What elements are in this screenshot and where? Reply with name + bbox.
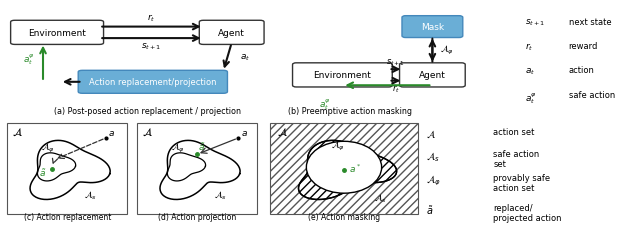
Text: $a_t$: $a_t$ [240, 53, 250, 63]
Text: $\tilde{a}$: $\tilde{a}$ [426, 203, 433, 216]
Text: $a$: $a$ [108, 128, 115, 137]
Text: $a$: $a$ [241, 128, 248, 137]
Text: provably safe
action set: provably safe action set [493, 173, 550, 192]
Polygon shape [298, 141, 397, 200]
Bar [137, 123, 257, 214]
Text: $\tilde{a}$: $\tilde{a}$ [198, 141, 205, 153]
Text: $\mathcal{A}_{\varphi}$: $\mathcal{A}_{\varphi}$ [426, 173, 440, 187]
Text: $\mathcal{A}_{\varphi}$: $\mathcal{A}_{\varphi}$ [331, 140, 345, 153]
Text: safe action: safe action [568, 90, 615, 99]
Text: $r_t$: $r_t$ [147, 13, 156, 24]
Text: $\mathcal{A}_{\varphi}$: $\mathcal{A}_{\varphi}$ [41, 142, 55, 155]
FancyBboxPatch shape [199, 21, 264, 45]
Text: $\mathcal{A}_s$: $\mathcal{A}_s$ [84, 189, 97, 201]
Text: $\mathcal{A}_s$: $\mathcal{A}_s$ [374, 192, 387, 204]
Text: $s_{t+1}$: $s_{t+1}$ [141, 41, 162, 52]
Text: $a^*$: $a^*$ [349, 161, 361, 174]
Text: $r_t$: $r_t$ [525, 42, 533, 53]
Text: Environment: Environment [28, 29, 86, 38]
Text: $\mathcal{A}_s$: $\mathcal{A}_s$ [214, 189, 227, 201]
Text: Environment: Environment [314, 71, 371, 80]
Text: $a_t^{\varphi}$: $a_t^{\varphi}$ [319, 96, 332, 111]
Text: safe action
set: safe action set [493, 149, 540, 169]
Text: replaced/
projected action: replaced/ projected action [493, 203, 562, 222]
Text: (a) Post-posed action replacement / projection: (a) Post-posed action replacement / proj… [54, 107, 241, 116]
Text: (c) Action replacement: (c) Action replacement [24, 212, 111, 221]
Bar [270, 123, 418, 214]
Text: $a_t^{\varphi}$: $a_t^{\varphi}$ [23, 52, 35, 67]
Text: $\mathcal{A}_s$: $\mathcal{A}_s$ [426, 149, 440, 163]
Circle shape [307, 142, 381, 193]
Text: $\mathcal{A}$: $\mathcal{A}$ [142, 127, 153, 138]
Text: (e) Action masking: (e) Action masking [308, 212, 380, 221]
Text: $r_t$: $r_t$ [392, 84, 400, 95]
Text: Action replacement/projection: Action replacement/projection [89, 78, 216, 87]
Text: action: action [568, 66, 595, 75]
Text: Agent: Agent [218, 29, 245, 38]
Text: $\mathcal{A}_{\varphi}$: $\mathcal{A}_{\varphi}$ [171, 142, 185, 155]
Text: $a_t$: $a_t$ [525, 66, 535, 76]
FancyBboxPatch shape [78, 71, 227, 94]
Text: $\mathcal{A}$: $\mathcal{A}$ [12, 127, 23, 138]
Text: $s_{t+1}$: $s_{t+1}$ [387, 57, 405, 68]
Text: Agent: Agent [419, 71, 446, 80]
Text: $\tilde{a}$: $\tilde{a}$ [39, 166, 46, 178]
FancyBboxPatch shape [402, 16, 463, 38]
Text: $s_{t+1}$: $s_{t+1}$ [525, 18, 545, 28]
Text: $a_t^{\varphi}$: $a_t^{\varphi}$ [525, 90, 537, 105]
Text: $\mathcal{A}_{\varphi}$: $\mathcal{A}_{\varphi}$ [440, 44, 454, 57]
Text: (d) Action projection: (d) Action projection [158, 212, 236, 221]
Text: action set: action set [493, 128, 534, 137]
FancyBboxPatch shape [11, 21, 104, 45]
Text: Mask: Mask [421, 23, 444, 32]
FancyBboxPatch shape [399, 63, 465, 87]
FancyBboxPatch shape [292, 63, 392, 87]
Text: (b) Preemptive action masking: (b) Preemptive action masking [288, 107, 412, 116]
Text: next state: next state [568, 18, 611, 27]
Bar [7, 123, 127, 214]
Text: $\mathcal{A}$: $\mathcal{A}$ [276, 127, 287, 138]
Text: reward: reward [568, 42, 598, 51]
Text: $\mathcal{A}$: $\mathcal{A}$ [426, 128, 436, 139]
